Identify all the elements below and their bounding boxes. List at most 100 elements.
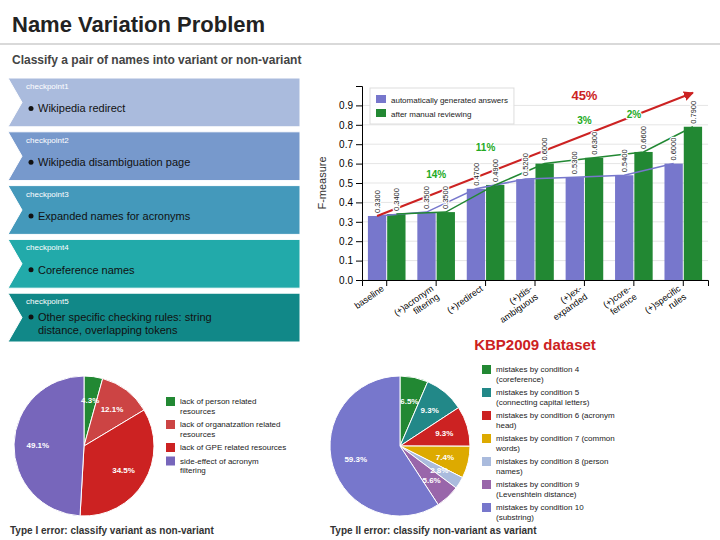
- checkpoint-text: Expanded names for acronyms: [38, 210, 191, 222]
- bar: [417, 212, 435, 280]
- title: Name Variation Problem: [12, 12, 265, 37]
- subtitle: Classify a pair of names into variant or…: [12, 53, 301, 67]
- legend-entry: mistakes by condition 7 (commonwords): [482, 434, 615, 453]
- text-line: words): [495, 444, 520, 453]
- y-axis-title: F-measure: [316, 156, 328, 209]
- x-tick: (+)specificrules: [643, 280, 689, 323]
- legend-swatch: [482, 434, 491, 443]
- data-label: 0.4900: [491, 159, 500, 182]
- x-tick-label: (+)redirect: [445, 283, 485, 315]
- legend-label: mistakes by condition 4(coreference): [496, 365, 580, 384]
- y-tick-mark: [356, 183, 362, 184]
- legend-label: lack of organatzation relatedresources: [180, 420, 281, 439]
- data-label: 0.3500: [422, 186, 431, 209]
- y-axis-line: [356, 87, 363, 281]
- legend-entry: mistakes by condition 10(substring): [482, 503, 584, 522]
- bar: [535, 164, 553, 280]
- pie-title: Type I error: classify variant as non-va…: [10, 525, 214, 536]
- slice-label: 59.3%: [344, 455, 367, 464]
- text-line: Coreference names: [38, 264, 135, 276]
- legend-swatch: [482, 480, 491, 489]
- bar: [437, 212, 455, 280]
- checkpoint-label: checkpoint3: [26, 190, 69, 199]
- y-tick: 0.9: [339, 100, 362, 111]
- legend-label: mistakes by condition 6 (acronymhead): [496, 411, 615, 430]
- text-line: side-effect of acronym: [180, 457, 259, 466]
- y-tick-mark: [356, 241, 362, 242]
- bar: [486, 185, 504, 280]
- text-line: Wikipedia disambiguation page: [38, 156, 190, 168]
- legend-label: mistakes by condition 5(connecting capit…: [496, 388, 590, 407]
- text-line: mistakes by condition 7 (common: [496, 434, 615, 443]
- data-label: 0.6300: [590, 132, 599, 155]
- checkpoint-text: Wikipedia disambiguation page: [38, 156, 190, 168]
- text-line: lack of person related: [180, 397, 257, 406]
- grid-line: [362, 221, 708, 222]
- annotation: 14%: [426, 169, 446, 180]
- slice-label: 9.3%: [421, 406, 439, 415]
- legend-swatch: [166, 443, 175, 452]
- series-line: [396, 127, 693, 214]
- checkpoint-box: [8, 78, 300, 127]
- legend-entry: side-effect of acronymfiltering: [166, 457, 259, 476]
- data-label: 0.4700: [472, 163, 481, 186]
- grid-line: [362, 144, 708, 145]
- legend-entry: mistakes by condition 9(Levenshtein dist…: [482, 480, 580, 499]
- text-line: rules: [666, 291, 688, 311]
- text-line: mistakes by condition 6 (acronym: [496, 411, 615, 420]
- data-label: 0.3500: [441, 186, 450, 209]
- y-tick: 0.3: [339, 217, 362, 228]
- x-tick-mark: [535, 280, 536, 286]
- checkpoint-box: [8, 239, 300, 288]
- text-line: mistakes by condition 5: [496, 388, 580, 397]
- y-tick: 0.0: [339, 275, 362, 286]
- text-line: mistakes by condition 4: [496, 365, 580, 374]
- annotation: 45%: [571, 88, 597, 103]
- y-tick-mark: [356, 280, 362, 281]
- checkpoint-label: checkpoint1: [26, 82, 69, 91]
- bar: [368, 216, 386, 280]
- y-tick: 0.7: [339, 139, 362, 150]
- text-line: baseline: [353, 283, 386, 310]
- grid-line: [362, 241, 708, 242]
- bar: [615, 175, 633, 280]
- y-tick-label: 0.3: [339, 217, 353, 228]
- improvement-arrow: [377, 93, 693, 216]
- text-line: Expanded names for acronyms: [38, 210, 191, 222]
- x-tick: (+)redirect: [445, 280, 485, 315]
- checkpoint-box: [8, 186, 300, 235]
- text-line: resources: [180, 407, 215, 416]
- checkpoint-bullet: [29, 106, 34, 111]
- data-label: 0.5400: [620, 149, 629, 172]
- annotation: KBP2009 dataset: [474, 336, 596, 353]
- x-tick-label: (+)ex-expanded: [545, 283, 589, 322]
- legend-swatch: [166, 457, 175, 466]
- slice-label: 34.5%: [112, 466, 135, 475]
- checkpoint-bullet: [29, 160, 34, 165]
- data-label: 0.6000: [540, 138, 549, 161]
- checkpoint-label: checkpoint4: [26, 243, 69, 252]
- checkpoint-bullet: [29, 315, 34, 320]
- text-line: lack of GPE related resources: [180, 443, 286, 452]
- checkpoint: checkpoint1Wikipedia redirect: [8, 78, 300, 127]
- legend-entry: mistakes by condition 4(coreference): [482, 365, 580, 384]
- slice-label: 7.4%: [436, 453, 454, 462]
- slice-label: 49.1%: [26, 440, 49, 449]
- bar: [387, 214, 405, 280]
- pie: 6.5%9.3%9.3%7.4%2.8%5.6%59.3%: [330, 376, 470, 516]
- legend-swatch: [166, 397, 175, 406]
- y-tick-label: 0.4: [339, 197, 353, 208]
- data-label: 0.7900: [689, 101, 698, 124]
- legend-entry: mistakes by condition 6 (acronymhead): [482, 411, 615, 430]
- slice-label: 6.5%: [400, 397, 418, 406]
- text-line: names): [496, 467, 523, 476]
- y-tick: 0.1: [339, 255, 362, 266]
- legend-swatch: [482, 503, 491, 512]
- y-tick-mark: [356, 164, 362, 165]
- data-label: 0.3400: [392, 188, 401, 211]
- x-tick-mark: [584, 280, 585, 286]
- bar: [467, 189, 485, 280]
- legend-label: automatically generated answers: [391, 96, 508, 105]
- checkpoint: checkpoint3 Expanded names for acronyms: [8, 186, 300, 235]
- y-tick-mark: [356, 202, 362, 203]
